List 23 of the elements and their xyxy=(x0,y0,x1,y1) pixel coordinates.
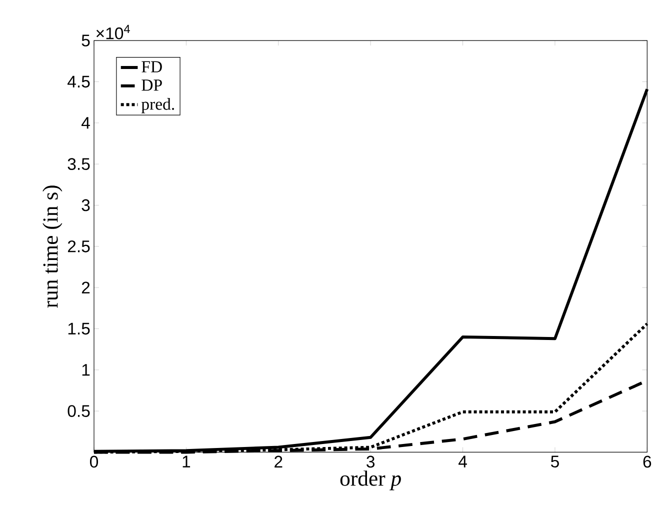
legend-label: pred. xyxy=(141,98,174,114)
y-axis-title: run time (in s) xyxy=(42,186,62,308)
x-tick-label: 1 xyxy=(182,456,190,468)
y-tick-label: 5 xyxy=(82,34,90,47)
y-tick-label: 3 xyxy=(82,200,90,212)
legend-label: FD xyxy=(142,62,162,73)
x-tick-label: 2 xyxy=(274,456,282,468)
y-tick-label: 4 xyxy=(81,117,90,129)
y-tick-label: 1 xyxy=(82,364,90,376)
y-tick-label: 2 xyxy=(82,282,90,294)
y-tick-label: 0.5 xyxy=(68,405,90,418)
y-tick-label: 2.5 xyxy=(68,240,90,253)
x-tick-label: 0 xyxy=(90,456,98,468)
x-tick-label: 5 xyxy=(550,456,559,468)
text: ×10$^{4}$ xyxy=(96,25,130,40)
x-axis-title: order p xyxy=(340,470,401,490)
y-tick-label: 4.5 xyxy=(68,76,90,88)
x-tick-label: 4 xyxy=(458,456,467,468)
y-tick-label: 3.5 xyxy=(68,158,90,170)
x-tick-label: 6 xyxy=(643,456,652,468)
legend-label: DP xyxy=(142,80,162,91)
y-tick-label: 1.5 xyxy=(68,323,90,335)
x-tick-label: 3 xyxy=(366,456,375,468)
